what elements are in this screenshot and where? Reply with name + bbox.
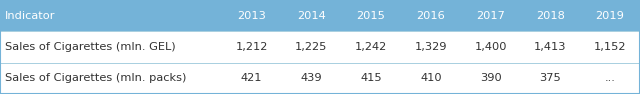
Bar (0, 31, 640, 63)
Text: 2016: 2016 (417, 11, 445, 21)
Text: 2014: 2014 (297, 11, 326, 21)
Text: Sales of Cigarettes (mln. packs): Sales of Cigarettes (mln. packs) (5, 73, 186, 83)
Text: 439: 439 (301, 73, 322, 83)
Text: 2017: 2017 (476, 11, 505, 21)
Text: 1,413: 1,413 (534, 42, 566, 52)
Text: 1,329: 1,329 (415, 42, 447, 52)
Text: 2019: 2019 (596, 11, 625, 21)
Text: 2015: 2015 (356, 11, 385, 21)
Text: 2013: 2013 (237, 11, 266, 21)
Text: 1,152: 1,152 (594, 42, 627, 52)
Bar (0, 63, 640, 94)
Text: 390: 390 (480, 73, 502, 83)
Text: 1,400: 1,400 (474, 42, 507, 52)
Text: 421: 421 (241, 73, 262, 83)
Text: 410: 410 (420, 73, 442, 83)
Text: 2018: 2018 (536, 11, 564, 21)
Text: 375: 375 (540, 73, 561, 83)
Bar (0, 0, 640, 31)
Text: Indicator: Indicator (5, 11, 56, 21)
Text: 1,212: 1,212 (236, 42, 268, 52)
Text: 1,242: 1,242 (355, 42, 387, 52)
Text: Sales of Cigarettes (mln. GEL): Sales of Cigarettes (mln. GEL) (5, 42, 176, 52)
Text: 415: 415 (360, 73, 382, 83)
Text: 1,225: 1,225 (295, 42, 328, 52)
Text: ...: ... (605, 73, 616, 83)
